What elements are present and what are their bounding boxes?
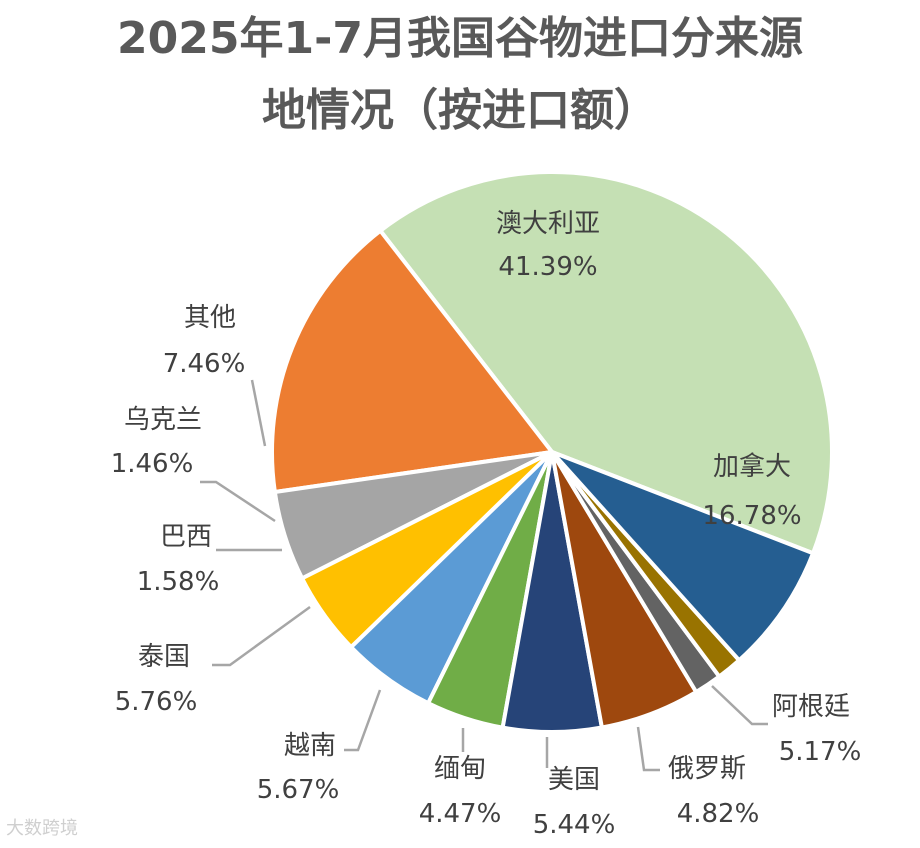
slice-value-label-1: 16.78%: [702, 501, 801, 531]
chart-title-line-1: 2025年1-7月我国谷物进口分来源: [117, 13, 803, 64]
slice-name-label-8: 巴西: [160, 522, 212, 552]
slice-value-label-10: 7.46%: [163, 349, 246, 379]
slice-name-label-10: 其他: [184, 303, 236, 333]
slice-name-label-6: 越南: [284, 731, 336, 761]
slice-value-label-6: 5.67%: [257, 775, 340, 805]
slice-value-label-2: 5.17%: [779, 737, 862, 767]
slice-value-label-4: 5.44%: [533, 810, 616, 840]
slice-value-label-3: 4.82%: [677, 799, 760, 829]
leader-line-10: [250, 379, 267, 447]
pie-slice-0: [378, 170, 834, 556]
leader-line-6: [344, 689, 382, 752]
leader-line-2: [711, 685, 768, 726]
slice-name-label-9: 乌克兰: [124, 405, 202, 435]
slice-value-label-8: 1.58%: [137, 567, 220, 597]
chart-title-line-2: 地情况（按进口额）: [262, 85, 658, 136]
leader-line-9: [200, 480, 276, 523]
slice-name-label-0: 澳大利亚: [496, 209, 600, 239]
slice-name-label-4: 美国: [548, 765, 600, 795]
slice-name-label-7: 泰国: [138, 642, 190, 672]
slice-name-label-1: 加拿大: [713, 452, 791, 482]
slice-name-label-5: 缅甸: [434, 754, 486, 784]
leader-line-7: [212, 605, 311, 667]
pie-slice-1: [270, 228, 554, 494]
leader-line-3: [636, 726, 660, 772]
slice-name-label-3: 俄罗斯: [668, 754, 746, 784]
slice-value-label-0: 41.39%: [498, 252, 597, 282]
slice-value-label-5: 4.47%: [419, 799, 502, 829]
slice-name-label-2: 阿根廷: [772, 692, 850, 722]
watermark: 大数跨境: [6, 818, 78, 839]
pie-slice-10: [550, 450, 816, 663]
slice-value-label-9: 1.46%: [111, 449, 194, 479]
slice-value-label-7: 5.76%: [115, 687, 198, 717]
